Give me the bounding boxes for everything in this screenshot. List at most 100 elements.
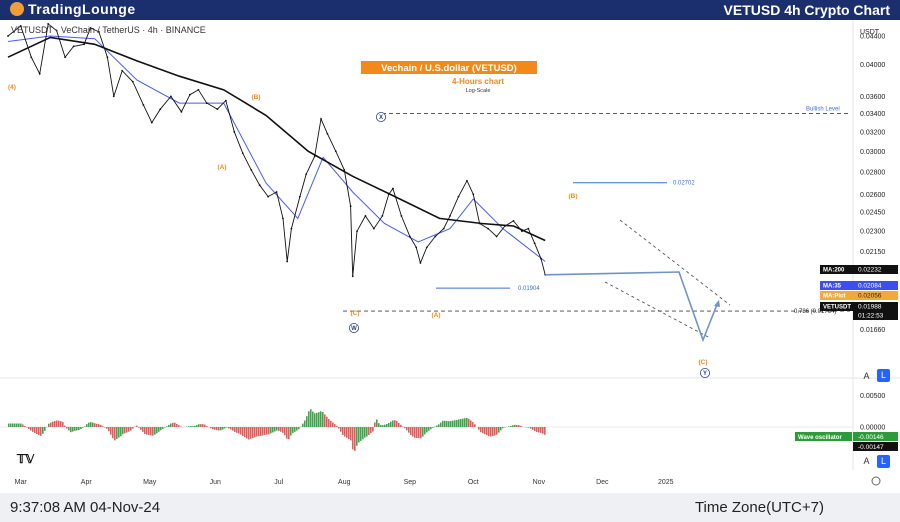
- osc-bar: [542, 427, 544, 434]
- price-point: [250, 168, 253, 171]
- x-tick-label: Nov: [533, 479, 546, 486]
- title-box: [361, 61, 537, 74]
- price-point: [512, 220, 515, 222]
- osc-bar: [18, 423, 20, 427]
- osc-bar: [156, 427, 158, 434]
- wave-label: W: [351, 326, 357, 332]
- osc-bar: [164, 427, 166, 428]
- y-axis-currency: USDT: [860, 29, 880, 36]
- osc-bar: [530, 427, 532, 429]
- y-tick-label: 0.03400: [860, 111, 885, 118]
- osc-bar: [414, 427, 416, 438]
- y-tick-label: 0.03200: [860, 129, 885, 136]
- osc-bar: [10, 423, 12, 427]
- osc-bar: [30, 427, 32, 431]
- osc-bar: [470, 420, 472, 427]
- osc-bar: [178, 425, 180, 427]
- osc-bar: [432, 427, 434, 428]
- channel-lower: [604, 281, 711, 339]
- osc-bar: [388, 423, 390, 427]
- timezone-label[interactable]: Time Zone(UTC+7): [694, 499, 824, 516]
- chart[interactable]: Bullish Level 0.786 (0.01764) 0.02702 0.019…: [0, 20, 900, 493]
- osc-bar: [532, 427, 534, 430]
- log-scale-button[interactable]: L: [877, 369, 890, 382]
- osc-bar: [282, 427, 284, 433]
- osc-bar: [224, 427, 226, 429]
- osc-bar: [220, 427, 222, 431]
- price-point: [372, 227, 375, 230]
- auto-scale-button[interactable]: A: [863, 371, 870, 381]
- marker-value: 01:22:53: [858, 313, 884, 320]
- osc-bar: [384, 424, 386, 427]
- osc-bar: [196, 425, 198, 427]
- osc-bar: [20, 423, 22, 427]
- osc-bar: [168, 424, 170, 427]
- marker-value: 0.02084: [858, 283, 882, 290]
- osc-bar: [420, 427, 422, 439]
- osc-bar: [486, 427, 488, 436]
- price-point: [55, 29, 58, 32]
- ma35-line: [7, 35, 546, 262]
- price-point: [83, 43, 86, 46]
- osc-bar: [152, 427, 154, 436]
- osc-bar: [28, 427, 30, 429]
- osc-bar: [204, 424, 206, 427]
- osc-bar: [452, 420, 454, 427]
- osc-bar: [332, 422, 334, 427]
- osc-bar: [158, 427, 160, 432]
- y-tick-label: 0.04000: [860, 62, 885, 69]
- osc-bar: [304, 420, 306, 427]
- osc-bar: [60, 421, 62, 427]
- osc-bar: [334, 424, 336, 427]
- osc-bar: [250, 427, 252, 439]
- price-point: [425, 246, 428, 249]
- osc-log-button[interactable]: L: [877, 455, 890, 468]
- osc-auto-button[interactable]: A: [863, 456, 870, 466]
- header-bar: TradingLounge VETUSD 4h Crypto Chart: [0, 0, 900, 20]
- osc-bar: [268, 427, 270, 435]
- price-point: [326, 132, 329, 135]
- footer-bar: 9:37:08 AM 04-Nov-24 Time Zone(UTC+7): [0, 493, 900, 522]
- price-point: [334, 150, 337, 153]
- osc-bar: [364, 427, 366, 438]
- osc-bar: [140, 427, 142, 430]
- price-point: [392, 187, 394, 190]
- osc-bar: [16, 423, 18, 427]
- osc-bar: [412, 427, 414, 437]
- x-axis[interactable]: Mar Apr May Jun Jul Aug Sep Oct Nov Dec 2025: [15, 479, 674, 486]
- chart-grid: [0, 20, 900, 493]
- osc-bar: [64, 425, 66, 427]
- osc-bar: [330, 420, 332, 427]
- price-point: [7, 35, 9, 37]
- osc-bar: [120, 427, 122, 437]
- osc-bar: [146, 427, 148, 435]
- price-point: [527, 227, 530, 230]
- osc-bar: [124, 427, 126, 434]
- osc-bar: [286, 427, 288, 439]
- osc-bar: [382, 425, 384, 427]
- osc-bar: [122, 427, 124, 435]
- osc-bar: [366, 427, 368, 437]
- osc-bar: [88, 422, 90, 427]
- osc-bar: [356, 427, 358, 446]
- price-point: [98, 31, 100, 33]
- osc-bar: [398, 422, 400, 427]
- osc-bar: [448, 421, 450, 427]
- osc-bar: [36, 427, 38, 435]
- osc-bar: [44, 427, 46, 431]
- osc-bar: [92, 422, 94, 427]
- osc-bar: [284, 427, 286, 436]
- price-point: [305, 173, 308, 176]
- price-point: [351, 275, 354, 278]
- marker-label-tag: [820, 302, 853, 311]
- osc-bar: [94, 423, 96, 427]
- osc-bar: [516, 424, 518, 427]
- osc-bar: [174, 422, 176, 427]
- price-point: [112, 95, 115, 98]
- osc-bar: [84, 426, 86, 427]
- price-point: [216, 108, 219, 111]
- osc-bar: [482, 427, 484, 434]
- osc-bar: [100, 424, 102, 427]
- osc-bar: [288, 427, 290, 440]
- price-point: [233, 130, 236, 133]
